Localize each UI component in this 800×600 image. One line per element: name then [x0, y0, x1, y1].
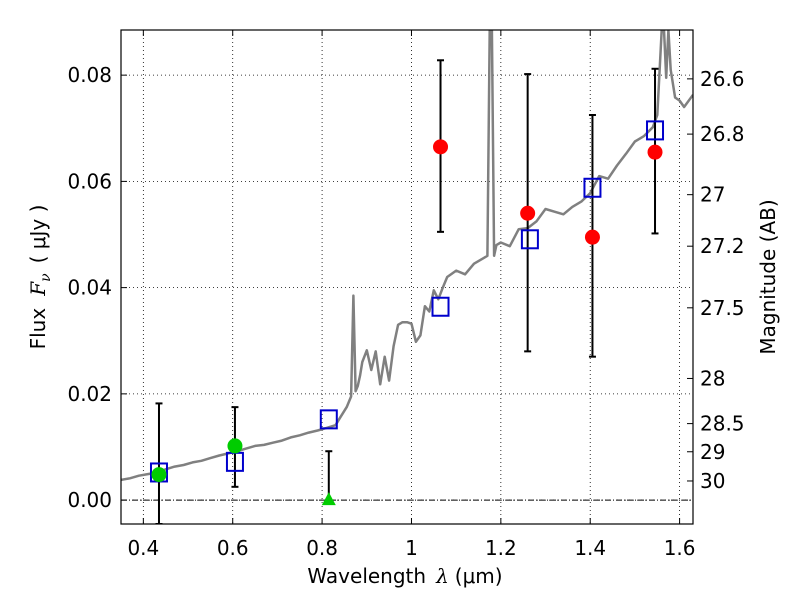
y-tick-label: 0.08: [67, 63, 112, 87]
y-tick-label: 0.02: [67, 382, 112, 406]
magnitude-tick-label: 27.2: [700, 234, 745, 258]
model-point-square: [431, 296, 450, 317]
x-axis-unit: (μm): [455, 564, 503, 588]
model-point-square: [646, 120, 665, 141]
y-axis-label: Flux Fν ( μJy ): [26, 205, 54, 350]
observed-point-green: [151, 467, 167, 483]
magnitude-tick-label: 30: [700, 469, 725, 493]
observed-point-red: [647, 144, 663, 160]
y-tick-label: 0.06: [67, 169, 112, 193]
x-tick-label: 1.6: [664, 536, 696, 560]
plot-frame: [120, 29, 694, 525]
x-axis-label: Wavelength λ (μm): [307, 564, 502, 588]
y-tick-label: 0.00: [67, 488, 112, 512]
magnitude-tick-label: 26.8: [700, 122, 745, 146]
x-axis-label-text: Wavelength: [307, 564, 426, 588]
y-tick-label: 0.04: [67, 276, 112, 300]
x-axis-symbol: λ: [435, 564, 449, 588]
magnitude-tick-label: 27: [700, 183, 725, 207]
y-axis-subscript: ν: [38, 273, 54, 282]
y-axis-label-text: Flux: [26, 308, 50, 350]
y2-axis-label: Magnitude (AB): [756, 199, 780, 354]
x-tick-label: 0.6: [217, 536, 249, 560]
model-point-square: [583, 177, 602, 198]
y-axis-symbol: F: [26, 281, 50, 297]
grid: [121, 30, 693, 524]
observed-point-red: [520, 205, 536, 221]
plot-area: [121, 30, 693, 524]
upper-limit-triangle: [321, 492, 336, 506]
y-axis-unit: ( μJy ): [26, 205, 50, 264]
observed-point-red: [584, 229, 600, 245]
magnitude-tick-label: 28.5: [700, 412, 745, 436]
x-tick-label: 1.4: [574, 536, 606, 560]
model-point-square: [319, 409, 338, 430]
x-tick-label: 0.8: [306, 536, 338, 560]
model-spectrum-line: [121, 30, 693, 482]
magnitude-tick-label: 28: [700, 366, 725, 390]
magnitude-tick-label: 26.6: [700, 67, 745, 91]
x-tick-label: 0.4: [127, 536, 159, 560]
axis-ticks: 0.4 0.6 0.8 1 1.2 1.4 1.6 0.00 0.02 0.04 0.06 0.08 2…: [67, 30, 745, 560]
magnitude-tick-label: 27.5: [700, 296, 745, 320]
observed-point-green: [227, 438, 243, 454]
observed-point-red: [433, 139, 449, 155]
model-point-square: [520, 229, 539, 250]
x-tick-label: 1.2: [485, 536, 517, 560]
magnitude-tick-label: 29: [700, 440, 725, 464]
x-tick-label: 1: [405, 536, 418, 560]
